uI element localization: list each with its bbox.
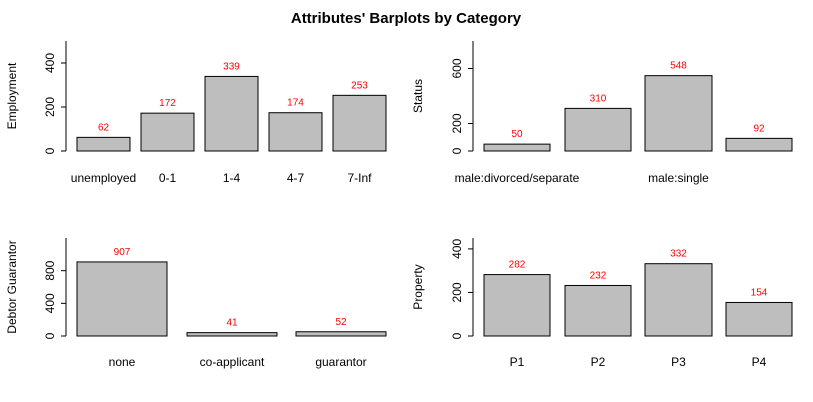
bar-value-label: 907: [114, 247, 131, 258]
bar-value-label: 62: [98, 122, 110, 133]
category-label: male:divorced/separate: [455, 171, 580, 185]
bar-value-label: 52: [335, 317, 347, 328]
bar-value-label: 332: [670, 249, 687, 260]
bar-value-label: 172: [159, 98, 176, 109]
panels-group: 0 200 400 Employment 62 unemployed 172 0-1 339 1-…: [5, 41, 793, 369]
bar: [725, 137, 793, 152]
category-label: 4-7: [287, 171, 305, 185]
panel-3: 0 400 800 Debtor Guarantor 907 none 41 co-appli…: [5, 238, 387, 369]
bar: [564, 107, 632, 152]
bar-value-label: 50: [511, 129, 523, 140]
category-label: 1-4: [223, 171, 241, 185]
y-tick-label: 200: [450, 113, 464, 133]
category-label: P3: [671, 355, 686, 369]
category-label: P1: [510, 355, 525, 369]
bar: [268, 112, 323, 152]
category-label: co-applicant: [200, 355, 265, 369]
y-tick-label: 800: [43, 260, 57, 280]
category-label: P2: [591, 355, 606, 369]
bar-value-label: 232: [590, 270, 607, 281]
bar-value-label: 339: [223, 61, 240, 72]
y-tick-label: 400: [43, 53, 57, 73]
category-label: unemployed: [71, 171, 136, 185]
y-tick-label: 600: [450, 58, 464, 78]
y-tick-label: 200: [450, 282, 464, 302]
y-tick-label: 400: [450, 239, 464, 259]
bar: [644, 75, 713, 152]
category-label: 0-1: [159, 171, 177, 185]
y-axis-title: Employment: [5, 62, 19, 129]
bar-value-label: 174: [287, 98, 304, 109]
bar: [332, 94, 387, 152]
bar-value-label: 253: [351, 80, 368, 91]
y-axis-title: Property: [411, 264, 425, 309]
bar-value-label: 92: [753, 123, 765, 134]
bar: [483, 143, 551, 152]
category-label: none: [109, 355, 136, 369]
figure-title: Attributes' Barplots by Category: [291, 10, 522, 27]
bar: [140, 112, 195, 152]
category-label: 7-Inf: [347, 171, 372, 185]
bar-value-label: 310: [590, 93, 607, 104]
bar: [76, 136, 131, 152]
bar: [295, 331, 387, 337]
bar: [186, 332, 278, 337]
y-tick-label: 0: [43, 147, 57, 154]
y-axis-title: Status: [411, 79, 425, 113]
y-tick-label: 200: [43, 97, 57, 117]
y-tick-label: 400: [43, 293, 57, 313]
bar: [725, 301, 793, 337]
category-label: male:single: [648, 171, 709, 185]
panel-1: 0 200 400 Employment 62 unemployed 172 0-1 339 1-…: [5, 41, 387, 185]
panel-2: 0 200 600 Status 50 male:divorced/separate 310…: [411, 41, 793, 185]
y-tick-label: 0: [43, 332, 57, 339]
y-tick-label: 0: [450, 147, 464, 154]
bar-value-label: 282: [509, 260, 526, 271]
bar-value-label: 41: [226, 318, 238, 329]
bar-value-label: 548: [670, 61, 687, 72]
bar: [204, 75, 259, 152]
y-axis-title: Debtor Guarantor: [5, 240, 19, 333]
category-label: P4: [752, 355, 767, 369]
bar: [644, 263, 713, 337]
bar: [76, 261, 168, 337]
panel-4: 0 200 400 Property 282 P1 232 P2 332 P3 154 P4: [411, 238, 793, 369]
bar-value-label: 154: [751, 287, 768, 298]
y-tick-label: 0: [450, 332, 464, 339]
category-label: guarantor: [315, 355, 366, 369]
bar: [483, 274, 551, 337]
bar: [564, 284, 632, 337]
